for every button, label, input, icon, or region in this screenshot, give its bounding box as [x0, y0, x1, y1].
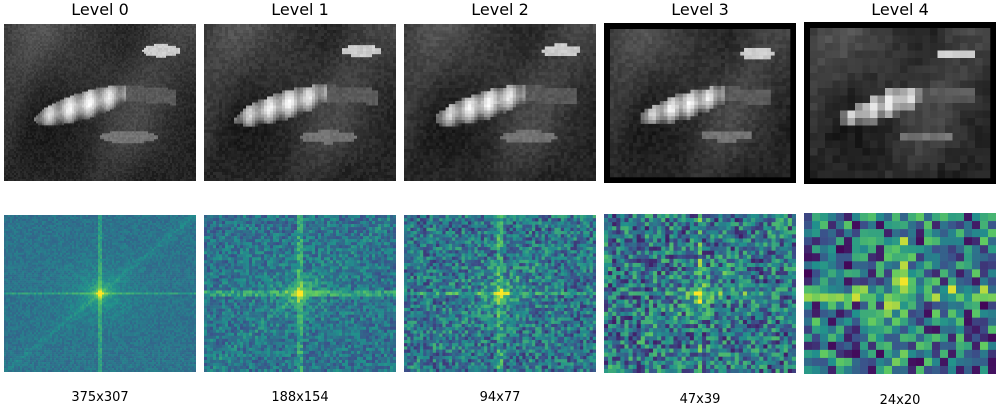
level-1-title: Level 1 — [204, 0, 396, 20]
level-2-fft-svg — [404, 215, 596, 372]
level-1-image-content — [204, 24, 396, 181]
level-0-fft-spectrum — [4, 215, 196, 372]
level-0-title: Level 0 — [4, 0, 196, 20]
level-0-image — [4, 24, 196, 181]
level-3-size-label: 47x39 — [604, 392, 796, 408]
level-0-fft-svg — [4, 215, 196, 372]
level-1-image — [204, 24, 396, 181]
level-3-fft-spectrum — [604, 214, 796, 373]
level-2-image — [404, 24, 596, 181]
level-2-image-content — [404, 24, 596, 181]
level-4-size-label: 24x20 — [804, 393, 996, 409]
level-4-image-svg — [810, 28, 991, 179]
level-3-image-svg — [610, 29, 791, 178]
level-0-image-content — [4, 24, 196, 181]
level-2-image-svg — [404, 24, 596, 181]
level-0-column: Level 0 375x307 — [4, 0, 196, 409]
level-0-image-svg — [4, 24, 196, 181]
level-4-fft-svg — [804, 213, 996, 374]
level-1-fft-svg — [204, 215, 396, 372]
level-4-image-content — [810, 28, 991, 179]
level-3-fft-svg — [604, 214, 796, 373]
level-1-image-svg — [204, 24, 396, 181]
level-2-size-label: 94x77 — [404, 390, 596, 406]
level-4-fft-spectrum — [804, 213, 996, 374]
level-1-fft-spectrum — [204, 215, 396, 372]
level-4-column: Level 4 24x20 — [804, 0, 996, 409]
level-3-column: Level 3 47x39 — [604, 0, 796, 409]
level-3-image-content — [610, 29, 791, 178]
level-1-size-label: 188x154 — [204, 390, 396, 406]
level-2-fft-spectrum — [404, 215, 596, 372]
level-4-image — [804, 22, 996, 184]
level-3-title: Level 3 — [604, 0, 796, 20]
level-2-column: Level 2 94x77 — [404, 0, 596, 409]
level-4-title: Level 4 — [804, 0, 996, 20]
level-1-column: Level 1 188x154 — [204, 0, 396, 409]
level-3-image — [604, 23, 796, 183]
level-2-title: Level 2 — [404, 0, 596, 20]
level-0-size-label: 375x307 — [4, 390, 196, 406]
